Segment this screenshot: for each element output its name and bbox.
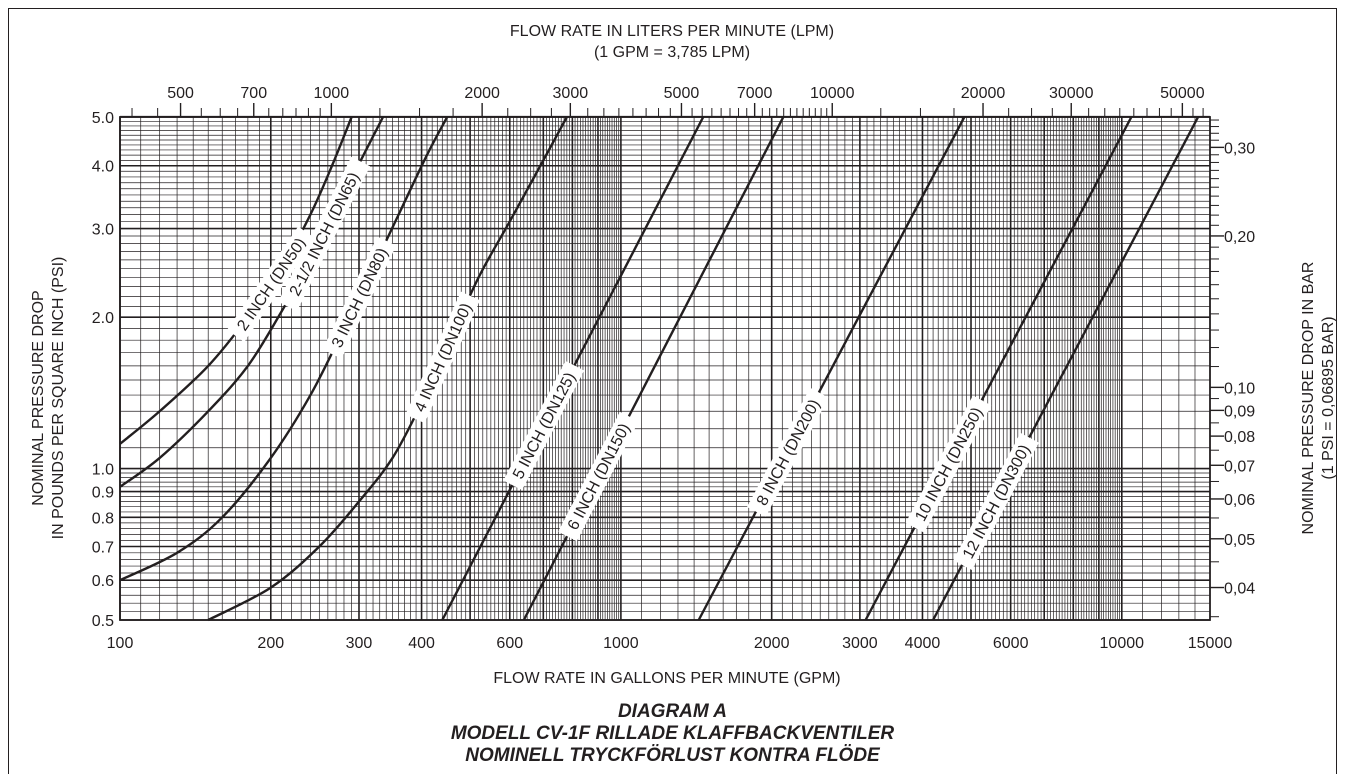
bar-tick-label: 0,05 [1224,532,1255,549]
curve-label-bg [278,156,371,312]
chart-frame [8,8,1337,774]
lpm-tick-label: 20000 [961,85,1006,102]
x-tick-label: 1000 [603,635,639,652]
lpm-tick-label: 700 [240,85,267,102]
curve-7 [697,116,966,621]
lpm-tick-label: 30000 [1049,85,1094,102]
curve-label-bg [747,387,829,517]
lpm-tick-label: 3000 [553,85,589,102]
bar-tick-label: 0,30 [1224,140,1255,157]
bar-tick-label: 0,07 [1224,458,1255,475]
y-tick-label: 2.0 [92,310,114,327]
y-tick-label: 0.9 [92,485,114,502]
minor-grid [120,117,1211,620]
curve-label-bg [558,411,639,542]
y-tick-label: 0.7 [92,539,114,556]
right-axis-title-line2: (1 PSI = 0,06895 BAR) [1320,316,1337,479]
x-tick-label: 6000 [993,635,1029,652]
right-axis-title-line1: NOMINAL PRESSURE DROP IN BAR [1300,262,1317,535]
lpm-tick-label: 5000 [664,85,700,102]
curve-6 [522,116,785,621]
top-axis-title-line2: (1 GPM = 3,785 LPM) [594,44,750,61]
chart-title-line1: DIAGRAM A [617,701,728,722]
bar-tick-label: 0,10 [1224,380,1255,397]
curve-label-group: 4 INCH (DN100) [405,291,481,424]
chart-title-line2: MODELL CV-1F RILLADE KLAFFBACKVENTILER [450,723,895,744]
top-axis-title-line1: FLOW RATE IN LITERS PER MINUTE (LPM) [510,23,834,40]
curve-label-bg [405,291,481,424]
bar-tick-label: 0,08 [1224,429,1255,446]
curve-label-bg [322,236,397,359]
tick-labels: 100 200 300 400 600 1000 2000 3000 4000 6000 10000… [92,85,1255,652]
y-tick-label: 0.8 [92,510,114,527]
bar-tick-label: 0,06 [1224,492,1255,509]
y-axis-title-line2: IN POUNDS PER SQUARE INCH (PSI) [50,257,67,540]
x-tick-label: 200 [257,635,284,652]
x-tick-label: 300 [346,635,373,652]
y-tick-label: 0.5 [92,613,114,630]
y-tick-label: 5.0 [92,110,114,127]
lpm-tick-label: 50000 [1160,85,1205,102]
curve-label-bg [905,395,992,533]
bar-tick-label: 0,20 [1224,229,1255,246]
lpm-tick-label: 7000 [737,85,773,102]
lpm-tick-label: 500 [167,85,194,102]
bar-tick-label: 0,09 [1224,403,1255,420]
y-tick-label: 1.0 [92,462,114,479]
x-axis-title: FLOW RATE IN GALLONS PER MINUTE (GPM) [493,670,840,687]
curve-label-bg [953,432,1039,571]
x-tick-label: 400 [408,635,435,652]
curve-label-bg [503,360,585,491]
bar-tick-label: 0,04 [1224,581,1255,598]
lpm-tick-label: 1000 [314,85,350,102]
curve-label-bg [226,226,316,342]
x-tick-label: 100 [107,635,134,652]
y-tick-label: 4.0 [92,159,114,176]
curve-label: 3 INCH (DN80) [329,246,392,351]
x-tick-label: 15000 [1188,635,1233,652]
lpm-tick-label: 2000 [464,85,500,102]
y-tick-label: 0.6 [92,573,114,590]
curve-8 [864,116,1133,621]
tick-marks [120,103,1224,618]
x-tick-label: 600 [496,635,523,652]
curve-3 [119,116,449,582]
x-tick-label: 2000 [754,635,790,652]
lpm-tick-label: 10000 [810,85,855,102]
y-axis-title-line1: NOMINAL PRESSURE DROP [30,290,47,505]
chart-title-line3: NOMINELL TRYCKFÖRLUST KONTRA FLÖDE [465,745,880,766]
curve-label-group: 8 INCH (DN200) [747,387,829,517]
x-tick-label: 3000 [842,635,878,652]
x-tick-label: 10000 [1100,635,1145,652]
x-tick-label: 4000 [905,635,941,652]
y-tick-label: 3.0 [92,222,114,239]
